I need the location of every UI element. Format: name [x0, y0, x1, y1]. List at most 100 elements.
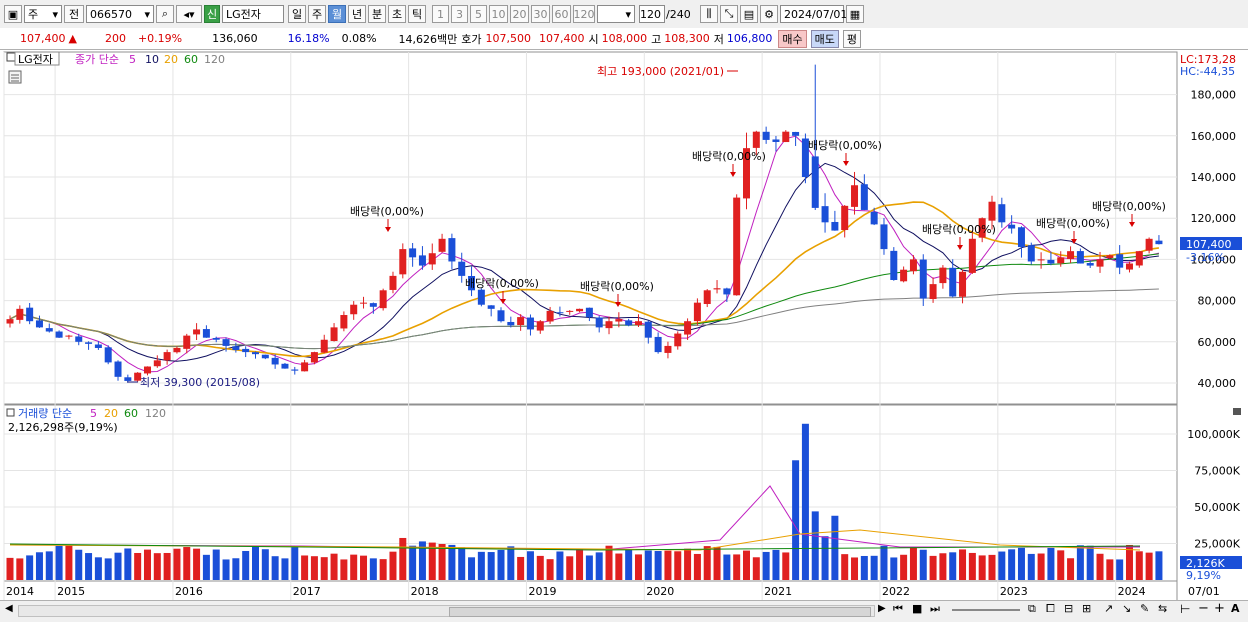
ma-line-10: [9, 162, 1159, 362]
buy-button[interactable]: 매수: [778, 29, 807, 48]
candle-body: [713, 288, 721, 290]
candlesticks: [6, 64, 1163, 383]
chart-settings-icon[interactable]: ▣: [4, 5, 22, 23]
candle-body: [1037, 259, 1045, 261]
zoom-fit-icon[interactable]: ⊢: [1180, 602, 1191, 616]
year-label: 2019: [528, 585, 556, 598]
count-input[interactable]: 120: [639, 5, 665, 23]
candle-body: [497, 310, 505, 322]
high-price: 108,300: [664, 32, 710, 45]
trend-up-icon[interactable]: ↗: [1104, 602, 1114, 615]
horizontal-scrollbar[interactable]: [18, 605, 875, 617]
chevron-down-icon: ▾: [52, 7, 58, 21]
type-select[interactable]: 주 ▾: [24, 5, 62, 23]
gear-icon[interactable]: ⚙: [760, 5, 778, 23]
interval-5[interactable]: 5: [470, 5, 487, 23]
candle-body: [271, 357, 279, 365]
dividend-arrow-head: [843, 161, 849, 166]
volume-bar: [526, 551, 534, 580]
scroll-left-icon[interactable]: ◀: [5, 603, 13, 614]
candle-body: [1096, 259, 1104, 267]
stop-icon[interactable]: ■: [912, 602, 923, 615]
rewind-icon[interactable]: ⏮: [893, 602, 903, 615]
year-label: 2023: [1000, 585, 1028, 598]
volume-bar: [536, 555, 544, 580]
candle-body: [291, 369, 299, 371]
year-label: 2015: [57, 585, 85, 598]
window-icon[interactable]: ⧠: [1046, 602, 1055, 615]
crosshair-icon[interactable]: ⤡: [720, 5, 738, 23]
volume-bar: [1008, 549, 1016, 580]
up-arrow-icon: ▲: [68, 32, 77, 45]
zoom-in-icon[interactable]: +: [1214, 601, 1225, 616]
grid-icon[interactable]: ⊞: [1082, 602, 1092, 615]
collapse-icon[interactable]: [6, 408, 15, 417]
open-price: 108,000: [601, 32, 648, 45]
period-minute[interactable]: 분: [368, 5, 386, 23]
chart-grid: [3, 52, 1177, 600]
period-day[interactable]: 일: [288, 5, 306, 23]
speaker-icon[interactable]: ◂▾: [176, 5, 202, 23]
year-label: 2014: [6, 585, 34, 598]
volume-bar: [654, 551, 662, 580]
table-icon[interactable]: [8, 70, 22, 84]
code-input[interactable]: 066570 ▾: [86, 5, 154, 23]
volume-bar: [713, 546, 721, 580]
interval-120[interactable]: 120: [573, 5, 595, 23]
candle-body: [379, 290, 387, 309]
custom-interval-select[interactable]: ▾: [597, 5, 635, 23]
scroll-right-icon[interactable]: ▶: [878, 603, 886, 614]
candle-body: [399, 249, 407, 275]
interval-30[interactable]: 30: [531, 5, 550, 23]
candle-icon[interactable]: ⫼: [700, 5, 718, 23]
year-label: 2022: [882, 585, 910, 598]
search-icon[interactable]: ⌕: [156, 5, 174, 23]
volume-bar: [743, 550, 750, 580]
low-label: 저: [713, 32, 724, 46]
interval-20[interactable]: 20: [510, 5, 529, 23]
calendar-icon[interactable]: ▦: [846, 5, 864, 23]
period-year[interactable]: 년: [348, 5, 366, 23]
quote-bar: 107,400 ▲ 200 +0.19% 136,060 16.18% 0.08…: [0, 28, 1248, 50]
zoom-out-icon[interactable]: −: [1198, 601, 1209, 616]
interval-3[interactable]: 3: [451, 5, 468, 23]
volume-bar: [978, 555, 986, 580]
layout-icon[interactable]: ⧉: [1028, 602, 1036, 615]
split-icon[interactable]: ⊟: [1064, 602, 1074, 615]
candle-body: [536, 321, 544, 331]
period-week[interactable]: 주: [308, 5, 326, 23]
volume-bar: [379, 559, 387, 580]
candle-body: [320, 339, 328, 353]
sell-button[interactable]: 매도: [810, 29, 839, 48]
interval-10[interactable]: 10: [489, 5, 508, 23]
eval-button[interactable]: 평: [842, 29, 862, 48]
save-icon[interactable]: ▤: [740, 5, 758, 23]
auto-scale-icon[interactable]: A: [1231, 602, 1240, 615]
zoom-slider[interactable]: [952, 609, 1020, 611]
volume-bar: [566, 556, 574, 580]
candle-body: [605, 321, 613, 329]
period-second[interactable]: 초: [388, 5, 406, 23]
drawing-icon[interactable]: ✎: [1140, 602, 1150, 615]
type2-button[interactable]: 전: [64, 5, 84, 23]
period-tick[interactable]: 틱: [408, 5, 426, 23]
trend-line-icon[interactable]: ↘: [1122, 602, 1132, 615]
candle-body: [242, 348, 250, 353]
forward-icon[interactable]: ⏭: [930, 602, 940, 615]
interval-1[interactable]: 1: [432, 5, 449, 23]
dividend-arrow-head: [1071, 239, 1077, 244]
compare-icon[interactable]: ⇆: [1158, 602, 1168, 615]
candle-body: [124, 377, 132, 381]
stock-name-field[interactable]: LG전자: [222, 5, 284, 23]
candle-body: [556, 312, 564, 314]
candle-body: [929, 284, 937, 300]
volume-bar: [271, 556, 279, 580]
period-month[interactable]: 월: [328, 5, 346, 23]
date-input[interactable]: 2024/07/01: [780, 5, 847, 23]
volume-bar: [340, 559, 348, 580]
scroll-thumb[interactable]: [449, 607, 871, 617]
interval-60[interactable]: 60: [552, 5, 571, 23]
volume-bar: [900, 554, 908, 580]
stock-chart[interactable]: 40,000 60,000 80,000 100,000 120,000 140,000 1…: [0, 50, 1248, 600]
dividend-label: 배당락(0,00%): [808, 139, 882, 152]
